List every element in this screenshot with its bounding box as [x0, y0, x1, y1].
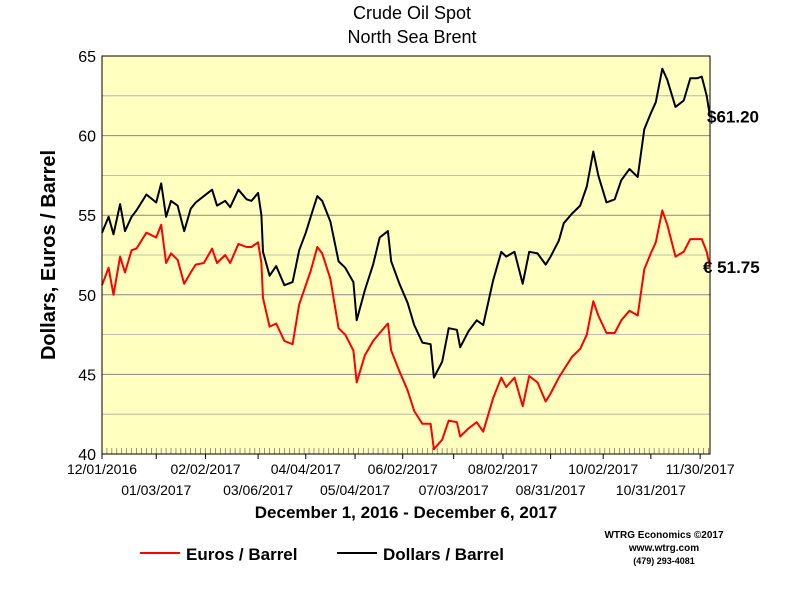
y-tick-label: 40 — [78, 447, 96, 464]
axes: 40 45 50 55 60 65 12/01/2016 02/02/2017 04/04/20… — [67, 49, 735, 498]
x-tick-label-lower: 01/03/2017 — [121, 482, 191, 498]
chart-subtitle: North Sea Brent — [347, 27, 476, 47]
y-tick-label: 45 — [78, 367, 96, 384]
x-axis-label: December 1, 2016 - December 6, 2017 — [255, 503, 557, 522]
end-label-euros: € 51.75 — [703, 258, 760, 277]
legend: Euros / Barrel Dollars / Barrel — [140, 545, 504, 564]
x-tick-label-upper: 06/02/2017 — [368, 461, 438, 477]
x-tick-label-upper: 08/02/2017 — [468, 461, 538, 477]
series-layer: $61.20 € 51.75 — [101, 67, 760, 451]
y-tick-label: 65 — [78, 49, 96, 66]
x-tick-label-upper: 12/01/2016 — [67, 461, 137, 477]
x-tick-label-lower: 10/31/2017 — [616, 482, 686, 498]
x-tick-label-lower: 07/03/2017 — [419, 482, 489, 498]
x-tick-label-upper: 10/02/2017 — [568, 461, 638, 477]
x-tick-label-upper: 11/30/2017 — [666, 461, 735, 477]
x-tick-label-upper: 04/04/2017 — [271, 461, 341, 477]
series-line-dollars — [101, 67, 711, 379]
x-tick-label-upper: 02/02/2017 — [170, 461, 240, 477]
credit-block: WTRG Economics ©2017 www.wtrg.com (479) … — [604, 530, 724, 566]
credit-line-1: WTRG Economics ©2017 — [604, 530, 724, 541]
legend-dollars-label: Dollars / Barrel — [383, 545, 504, 564]
legend-euros-label: Euros / Barrel — [186, 545, 298, 564]
y-tick-label: 50 — [78, 288, 96, 305]
chart-title: Crude Oil Spot — [353, 3, 471, 23]
credit-line-3: (479) 293-4081 — [633, 556, 695, 566]
end-label-dollars: $61.20 — [707, 107, 759, 126]
gridlines — [102, 55, 710, 455]
x-minor-ticks — [101, 448, 709, 454]
plot-frame — [101, 55, 711, 455]
y-tick-label: 55 — [78, 208, 96, 225]
credit-line-2: www.wtrg.com — [628, 543, 699, 554]
y-axis-label: Dollars, Euros / Barrel — [38, 150, 60, 360]
x-tick-label-lower: 05/04/2017 — [320, 482, 390, 498]
x-tick-label-lower: 03/06/2017 — [223, 482, 293, 498]
series-line-euros — [101, 209, 711, 451]
x-tick-label-lower: 08/31/2017 — [516, 482, 586, 498]
y-tick-label: 60 — [78, 129, 96, 146]
